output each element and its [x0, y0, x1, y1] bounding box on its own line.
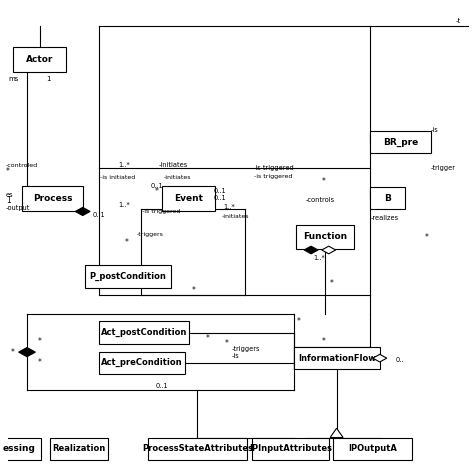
Text: 0..1: 0..1 [151, 183, 163, 189]
Text: -trigger: -trigger [431, 165, 456, 171]
Text: *: * [322, 177, 326, 186]
Text: 0..1: 0..1 [213, 194, 226, 201]
Text: -is triggered: -is triggered [254, 174, 292, 179]
Text: -controls: -controls [306, 197, 335, 203]
Polygon shape [373, 355, 387, 362]
Text: -realizes: -realizes [371, 215, 399, 221]
Text: Event: Event [174, 194, 203, 203]
FancyBboxPatch shape [85, 265, 171, 288]
Text: 1..*: 1..* [118, 202, 130, 209]
Text: 0..1: 0..1 [213, 188, 226, 193]
Text: *: * [297, 317, 301, 326]
Text: 1..*: 1..* [223, 204, 235, 210]
FancyBboxPatch shape [252, 438, 328, 460]
FancyBboxPatch shape [13, 46, 66, 72]
Polygon shape [330, 428, 343, 438]
Text: *: * [38, 358, 42, 367]
Text: 0..1: 0..1 [92, 212, 105, 218]
Text: *: * [11, 347, 15, 356]
Text: P_postCondition: P_postCondition [90, 272, 166, 281]
FancyBboxPatch shape [162, 186, 215, 211]
FancyBboxPatch shape [294, 347, 380, 369]
Text: -triggers: -triggers [231, 346, 260, 352]
Text: ms: ms [9, 76, 19, 82]
FancyBboxPatch shape [22, 186, 82, 211]
FancyBboxPatch shape [333, 438, 412, 460]
Text: -initiates: -initiates [222, 214, 250, 219]
FancyBboxPatch shape [50, 438, 108, 460]
FancyBboxPatch shape [99, 321, 190, 344]
Text: *: * [155, 188, 159, 197]
FancyBboxPatch shape [99, 352, 185, 374]
Text: ProcessStateAttributes: ProcessStateAttributes [142, 444, 253, 453]
FancyBboxPatch shape [0, 438, 41, 460]
Text: es: es [6, 192, 14, 198]
Text: -output: -output [6, 205, 30, 211]
Text: IPInputAttributes: IPInputAttributes [249, 444, 332, 453]
Text: -t: -t [456, 18, 461, 24]
Text: BR_pre: BR_pre [383, 138, 418, 147]
Text: -initiates: -initiates [159, 162, 188, 168]
Text: B: B [384, 193, 392, 202]
Polygon shape [322, 246, 336, 254]
Text: *: * [125, 238, 129, 247]
Text: 1: 1 [46, 76, 51, 82]
Text: Act_preCondition: Act_preCondition [101, 358, 182, 367]
Text: *: * [206, 334, 210, 343]
Text: -is: -is [231, 353, 239, 359]
Text: -controled: -controled [6, 163, 38, 167]
Polygon shape [75, 208, 90, 216]
Text: essing: essing [2, 444, 35, 453]
Text: -is triggered: -is triggered [142, 209, 181, 214]
Text: *: * [6, 166, 10, 175]
Text: *: * [225, 339, 228, 348]
Text: Actor: Actor [26, 55, 54, 64]
FancyBboxPatch shape [371, 131, 431, 154]
Text: Function: Function [303, 233, 347, 241]
Text: *: * [191, 286, 195, 295]
Text: 1: 1 [6, 196, 11, 205]
Text: *: * [424, 233, 428, 242]
Text: *: * [38, 337, 42, 346]
Text: 0..: 0.. [396, 357, 404, 364]
FancyBboxPatch shape [296, 226, 354, 248]
Text: *: * [322, 337, 326, 346]
Text: 1..*: 1..* [314, 255, 325, 261]
Text: *: * [329, 279, 334, 288]
FancyBboxPatch shape [371, 187, 405, 209]
Text: -initiates: -initiates [164, 175, 191, 180]
Polygon shape [304, 246, 318, 254]
Text: -is: -is [431, 127, 438, 133]
Text: 1..*: 1..* [118, 162, 130, 168]
Text: Realization: Realization [53, 444, 106, 453]
Text: Process: Process [33, 194, 72, 203]
Text: -is triggered: -is triggered [253, 165, 293, 171]
Text: Act_postCondition: Act_postCondition [101, 328, 187, 337]
Text: -is initiated: -is initiated [100, 175, 135, 180]
Polygon shape [18, 347, 36, 357]
Text: -triggers: -triggers [137, 232, 164, 237]
Text: InformationFlow: InformationFlow [298, 354, 376, 363]
Text: 0..1: 0..1 [155, 383, 168, 390]
FancyBboxPatch shape [148, 438, 247, 460]
Text: IPOutputA: IPOutputA [348, 444, 397, 453]
